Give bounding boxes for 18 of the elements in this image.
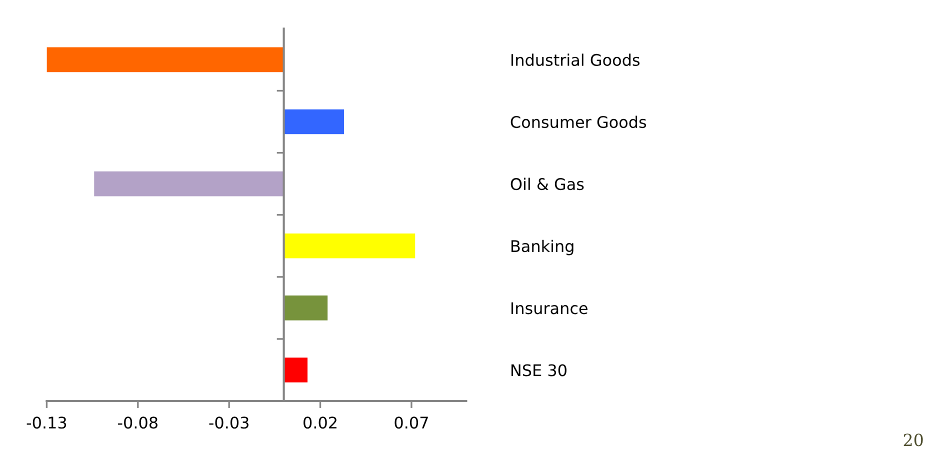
y-tick-label: Banking	[512, 240, 574, 256]
bar	[94, 171, 284, 196]
y-tick-label: Oil & Gas	[510, 178, 584, 190]
y-tick-label: Industrial Goods	[512, 54, 640, 66]
bar	[46, 47, 284, 72]
bar	[284, 296, 328, 320]
x-tick-label: -0.08	[118, 416, 158, 429]
x-tick-label: 0.02	[304, 416, 336, 429]
y-tick-label: Insurance	[512, 302, 588, 314]
y-tick-label: Consumer Goods	[510, 116, 646, 128]
bar	[284, 358, 308, 382]
x-tick-label: 0.07	[394, 416, 428, 429]
bar	[284, 233, 416, 258]
x-tick-label: -0.03	[209, 416, 248, 429]
text: 20	[904, 434, 923, 446]
x-tick-label: -0.13	[26, 416, 66, 429]
y-tick-label: NSE 30	[512, 364, 566, 376]
bar	[284, 109, 344, 134]
